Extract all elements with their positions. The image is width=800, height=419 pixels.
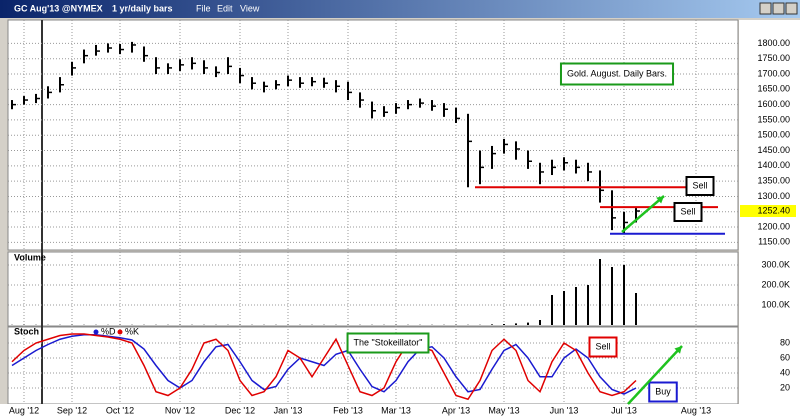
x-tick-label: Oct '12: [106, 405, 134, 415]
annotation: The "Stokeillator": [354, 337, 423, 347]
menu[interactable]: View: [240, 3, 260, 13]
x-tick-label: Dec '12: [225, 405, 255, 415]
annotation-box: [685, 176, 715, 196]
close-button[interactable]: [785, 2, 798, 15]
y-tick-label: 1150.00: [758, 237, 790, 247]
volume-bar: [623, 265, 625, 325]
menu[interactable]: Edit: [217, 3, 233, 13]
annotation-box: [588, 336, 618, 358]
legend-label: %D: [101, 326, 116, 336]
y-tick-label: 1550.00: [757, 114, 790, 124]
price-panel: [7, 19, 739, 251]
annotation: Sell: [680, 206, 695, 216]
volume-bar: [635, 293, 637, 325]
annotation: Sell: [595, 341, 610, 351]
panel-title: Stoch: [14, 326, 39, 336]
panel-title: Volume: [14, 252, 46, 262]
y-tick-label: 1800.00: [757, 38, 790, 48]
y-tick-label: 20: [780, 382, 790, 392]
annotation: Buy: [655, 386, 671, 396]
y-tick-label: 1400.00: [757, 160, 790, 170]
y-tick-label: 1700.00: [757, 68, 790, 78]
x-tick-label: Apr '13: [442, 405, 470, 415]
volume-panel: [7, 251, 739, 327]
x-tick-label: Jun '13: [550, 405, 579, 415]
annotation-box: [648, 381, 678, 403]
x-tick-label: Feb '13: [333, 405, 363, 415]
x-tick-label: May '13: [488, 405, 519, 415]
arrow-head: [656, 196, 664, 204]
y-tick-label: 1300.00: [757, 191, 790, 201]
legend-marker: [117, 329, 123, 335]
last-price-box: [740, 205, 796, 218]
min-button[interactable]: [759, 2, 772, 15]
x-tick-label: Aug '12: [9, 405, 39, 415]
stoch-line: [11, 334, 637, 395]
y-tick-label: 1600.00: [757, 99, 790, 109]
x-tick-label: Jul '13: [611, 405, 637, 415]
y-tick-label: 1200.00: [757, 221, 790, 231]
volume-bar: [515, 323, 517, 325]
volume-bar: [551, 295, 553, 325]
title-bar: [0, 0, 800, 18]
y-tick-label: 80: [780, 337, 790, 347]
annotation-box: [559, 62, 675, 86]
interval[interactable]: 1 yr/daily bars: [112, 3, 173, 13]
date-axis-area: [0, 404, 800, 419]
volume-bar: [575, 287, 577, 325]
arrow: [627, 345, 683, 405]
volume-bar: [527, 322, 529, 325]
volume-bar: [539, 320, 541, 325]
volume-bar: [599, 259, 601, 325]
volume-bar: [587, 285, 589, 325]
volume-bar: [563, 291, 565, 325]
arrow: [621, 195, 665, 233]
symbol[interactable]: GC Aug'13 @NYMEX: [14, 3, 103, 13]
y-tick-label: 100.0K: [761, 299, 790, 309]
y-tick-label: 40: [780, 367, 790, 377]
y-tick-label: 300.0K: [761, 259, 790, 269]
x-tick-label: Aug '13: [681, 405, 711, 415]
stoch-line: [11, 333, 637, 401]
y-tick-label: 1450.00: [757, 145, 790, 155]
annotation-box: [346, 332, 430, 354]
legend-marker: [93, 329, 99, 335]
y-tick-label: 60: [780, 352, 790, 362]
volume-bar: [503, 324, 505, 325]
y-tick-label: 1500.00: [757, 130, 790, 140]
y-tick-label: 1350.00: [757, 176, 790, 186]
x-tick-label: Mar '13: [381, 405, 411, 415]
x-tick-label: Sep '12: [57, 405, 87, 415]
annotation: Sell: [692, 180, 707, 190]
legend-label: %K: [125, 326, 139, 336]
arrow-head: [674, 346, 682, 354]
x-tick-label: Nov '12: [165, 405, 195, 415]
x-tick-label: Jan '13: [274, 405, 303, 415]
volume-bar: [491, 324, 493, 325]
volume-bar: [611, 267, 613, 325]
y-tick-label: 1650.00: [757, 84, 790, 94]
last-price: 1252.40: [757, 205, 790, 215]
annotation-box: [673, 202, 703, 222]
y-tick-label: 1750.00: [757, 53, 790, 63]
y-tick-label: 200.0K: [761, 279, 790, 289]
max-button[interactable]: [772, 2, 785, 15]
menu[interactable]: File: [196, 3, 211, 13]
annotation: Gold. August. Daily Bars.: [567, 68, 667, 78]
